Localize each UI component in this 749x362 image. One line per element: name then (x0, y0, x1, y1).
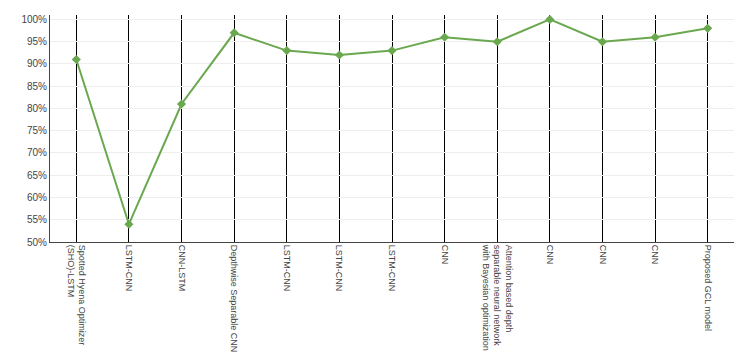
svg-text:Spotted Hyena Optimizer(SHO)-L: Spotted Hyena Optimizer(SHO)-LSTM (66, 245, 88, 346)
svg-text:Depthwise Separable CNN: Depthwise Separable CNN (229, 245, 239, 353)
svg-text:50%: 50% (27, 237, 47, 248)
svg-text:LSTM-CNN: LSTM-CNN (334, 245, 344, 292)
svg-text:LSTM-CNN: LSTM-CNN (282, 245, 292, 292)
svg-text:80%: 80% (27, 103, 47, 114)
svg-text:CNN-LSTM: CNN-LSTM (177, 245, 187, 292)
svg-text:CNN: CNN (440, 245, 450, 265)
svg-text:90%: 90% (27, 58, 47, 69)
svg-text:100%: 100% (21, 14, 47, 25)
svg-text:Proposed GCL model: Proposed GCL model (703, 245, 713, 331)
svg-text:Attention based depthseparable: Attention based depthseparable neural ne… (481, 244, 514, 351)
svg-text:CNN: CNN (650, 245, 660, 265)
svg-text:LSTM-CNN: LSTM-CNN (124, 245, 134, 292)
svg-text:95%: 95% (27, 36, 47, 47)
svg-text:75%: 75% (27, 125, 47, 136)
svg-text:LSTM-CNN: LSTM-CNN (387, 245, 397, 292)
svg-text:CNN: CNN (598, 245, 608, 265)
svg-text:65%: 65% (27, 170, 47, 181)
svg-text:60%: 60% (27, 192, 47, 203)
svg-text:CNN: CNN (545, 245, 555, 265)
svg-text:85%: 85% (27, 81, 47, 92)
svg-text:55%: 55% (27, 214, 47, 225)
svg-text:70%: 70% (27, 147, 47, 158)
